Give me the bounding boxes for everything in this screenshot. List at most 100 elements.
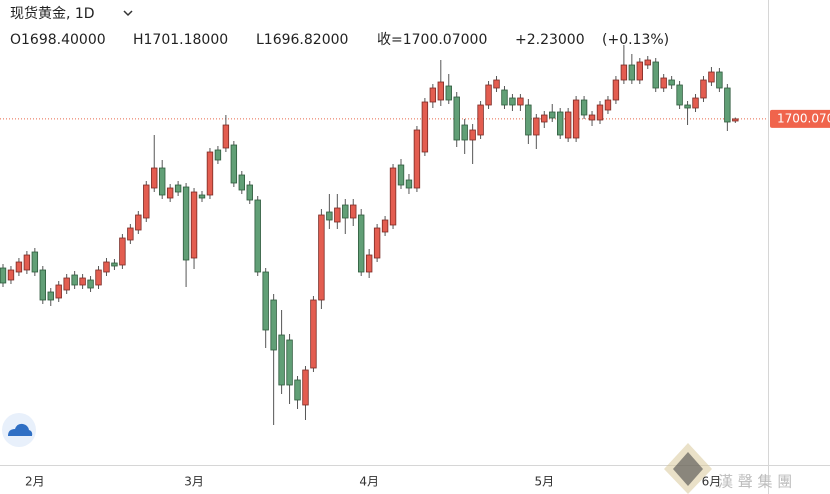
last-price-label: 1700.070 [777, 111, 830, 125]
candle-body [365, 254, 373, 273]
cloud-icon [8, 423, 33, 436]
candle-body [572, 99, 580, 139]
candle-body [525, 104, 532, 136]
candle-body [517, 97, 524, 106]
candle-body [286, 339, 293, 386]
candle-body [596, 104, 604, 121]
candle-body [692, 97, 699, 109]
candle-body [628, 64, 636, 81]
candle-body [143, 184, 150, 219]
candle-body [636, 61, 643, 81]
candle-body [549, 111, 556, 119]
candle-body [676, 84, 683, 106]
candle-body [612, 79, 620, 101]
candle-body [421, 101, 429, 153]
candle-body [79, 277, 86, 286]
candle-body [278, 334, 285, 386]
candle-body [63, 277, 70, 291]
candle-body [437, 81, 444, 101]
candle-body [373, 227, 381, 259]
ohlc-value: 收=1700.07000 [377, 32, 487, 48]
candle-body [47, 291, 54, 301]
candle-body [222, 124, 230, 149]
candle-body [477, 104, 484, 136]
candle-body [158, 167, 166, 196]
candle-body [214, 149, 222, 161]
candle-body [23, 254, 31, 271]
candle-body [708, 71, 715, 83]
ohlc-legend: O1698.40000 H1701.18000 L1696.82000 收=1700.… [10, 32, 669, 48]
candle-body [151, 167, 158, 189]
candle-body [660, 77, 667, 89]
x-tick-label: 5月 [534, 475, 554, 489]
candle-body [453, 96, 460, 141]
symbol-title: 现货黄金, 1D [10, 5, 95, 22]
candle-body [652, 61, 659, 89]
ohlc-value: O1698.40000 [10, 32, 106, 48]
candle-body [198, 194, 206, 199]
candle-body [334, 207, 341, 223]
candle-body [604, 99, 612, 111]
x-tick-label: 6月 [702, 475, 722, 489]
candle-body [501, 89, 508, 106]
candle-body [166, 187, 174, 199]
candles [0, 45, 768, 425]
candle-body [668, 79, 675, 86]
candle-body [644, 59, 651, 66]
watermark-logo [664, 443, 712, 494]
x-tick-label: 3月 [184, 475, 204, 489]
candle-body [564, 111, 572, 139]
candle-body [541, 114, 548, 123]
candle-body [254, 199, 261, 273]
candle-body [206, 151, 214, 196]
candle-body [700, 79, 707, 99]
candle-body [230, 144, 238, 184]
candle-body [620, 64, 628, 81]
cloud-button[interactable] [2, 413, 36, 447]
candle-body [7, 269, 15, 281]
candle-body [429, 87, 437, 103]
dropdown-chevron[interactable] [123, 10, 133, 17]
candle-body [182, 186, 190, 261]
x-tick-label: 2月 [25, 475, 45, 489]
candle-body [357, 214, 365, 273]
ohlc-value: H1701.18000 [133, 32, 228, 48]
x-tick-label: 4月 [359, 475, 379, 489]
candle-body [119, 237, 126, 266]
candle-body [127, 227, 134, 241]
candle-body [350, 204, 357, 219]
candle-body [87, 279, 94, 289]
candle-body [493, 79, 500, 89]
candle-body [262, 271, 269, 331]
candle-body [716, 71, 723, 89]
candle-body [31, 251, 39, 273]
candle-body [103, 261, 110, 273]
candle-body [294, 379, 301, 401]
candle-body [580, 99, 588, 116]
candle-body [445, 85, 452, 101]
logo-inner [673, 452, 703, 486]
candle-body [95, 269, 102, 286]
candle-body [557, 111, 564, 136]
candle-body [39, 269, 46, 301]
candle-body [381, 219, 389, 233]
candle-body [174, 184, 182, 193]
candle-body [71, 274, 78, 286]
candle-body [389, 167, 397, 226]
candle-body [533, 117, 540, 136]
candle-body [485, 84, 492, 106]
candle-body [397, 164, 405, 186]
candle-body [326, 211, 333, 221]
candle-body [342, 204, 349, 219]
last-price-tag [770, 109, 830, 128]
candle-body [469, 129, 476, 141]
candle-body [270, 299, 277, 351]
candle-body [302, 369, 309, 406]
ohlc-value: (+0.13%) [602, 32, 669, 48]
candle-body [190, 191, 198, 259]
candle-body [55, 284, 62, 299]
candle-body [310, 299, 317, 369]
candle-body [0, 267, 7, 284]
